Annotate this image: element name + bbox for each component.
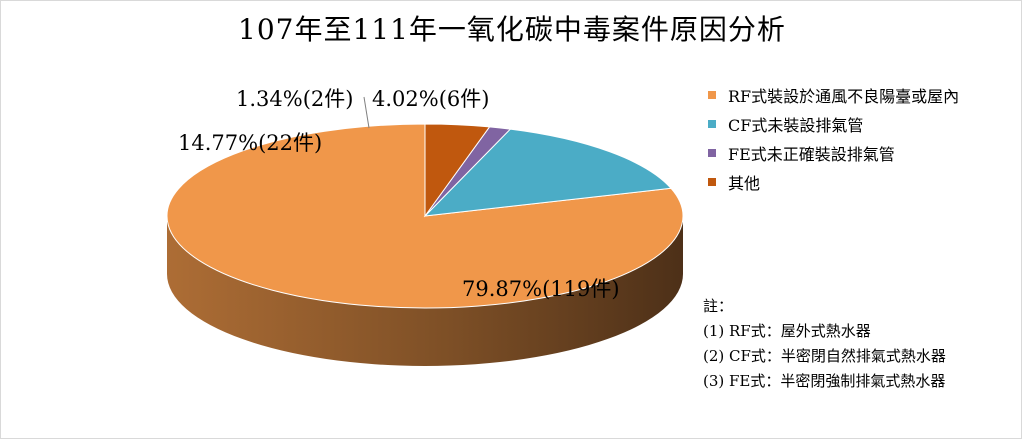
data-label: 79.87%(119件) <box>462 277 620 301</box>
legend-swatch <box>708 177 716 186</box>
note-line: (3) FE式：半密閉強制排氣式熱水器 <box>703 372 946 390</box>
leader-line <box>363 96 370 129</box>
pie-slice <box>423 128 673 217</box>
legend-item: FE式未正確裝設排氣管 <box>708 138 959 167</box>
legend-item: 其他 <box>708 167 959 196</box>
notes-heading: 註： <box>703 297 734 315</box>
data-label: 14.77%(22件) <box>178 131 322 155</box>
data-label: 4.02%(6件) <box>372 87 489 111</box>
legend-label: FE式未正確裝設排氣管 <box>728 144 895 164</box>
data-label: 1.34%(2件) <box>236 87 353 111</box>
note-line: (2) CF式：半密閉自然排氣式熱水器 <box>703 347 946 365</box>
pie-slice <box>424 123 491 218</box>
legend-label: CF式未裝設排氣管 <box>728 115 864 135</box>
legend-swatch <box>708 90 716 99</box>
pie-slice-side <box>167 216 683 366</box>
notes: 註： (1) RF式：屋外式熱水器 (2) CF式：半密閉自然排氣式熱水器 (3… <box>703 294 946 394</box>
legend-swatch <box>708 148 716 157</box>
legend-item: CF式未裝設排氣管 <box>708 109 959 138</box>
legend-item: RF式裝設於通風不良陽臺或屋內 <box>708 80 959 109</box>
pie-slice <box>166 123 684 309</box>
note-line: (1) RF式：屋外式熱水器 <box>703 322 871 340</box>
chart-title: 107年至111年一氧化碳中毒案件原因分析 <box>238 13 786 46</box>
legend-label: RF式裝設於通風不良陽臺或屋內 <box>728 86 960 106</box>
chart-legend: RF式裝設於通風不良陽臺或屋內 CF式未裝設排氣管 FE式未正確裝設排氣管 其他 <box>708 80 959 196</box>
legend-label: 其他 <box>728 173 761 193</box>
legend-swatch <box>708 119 716 128</box>
